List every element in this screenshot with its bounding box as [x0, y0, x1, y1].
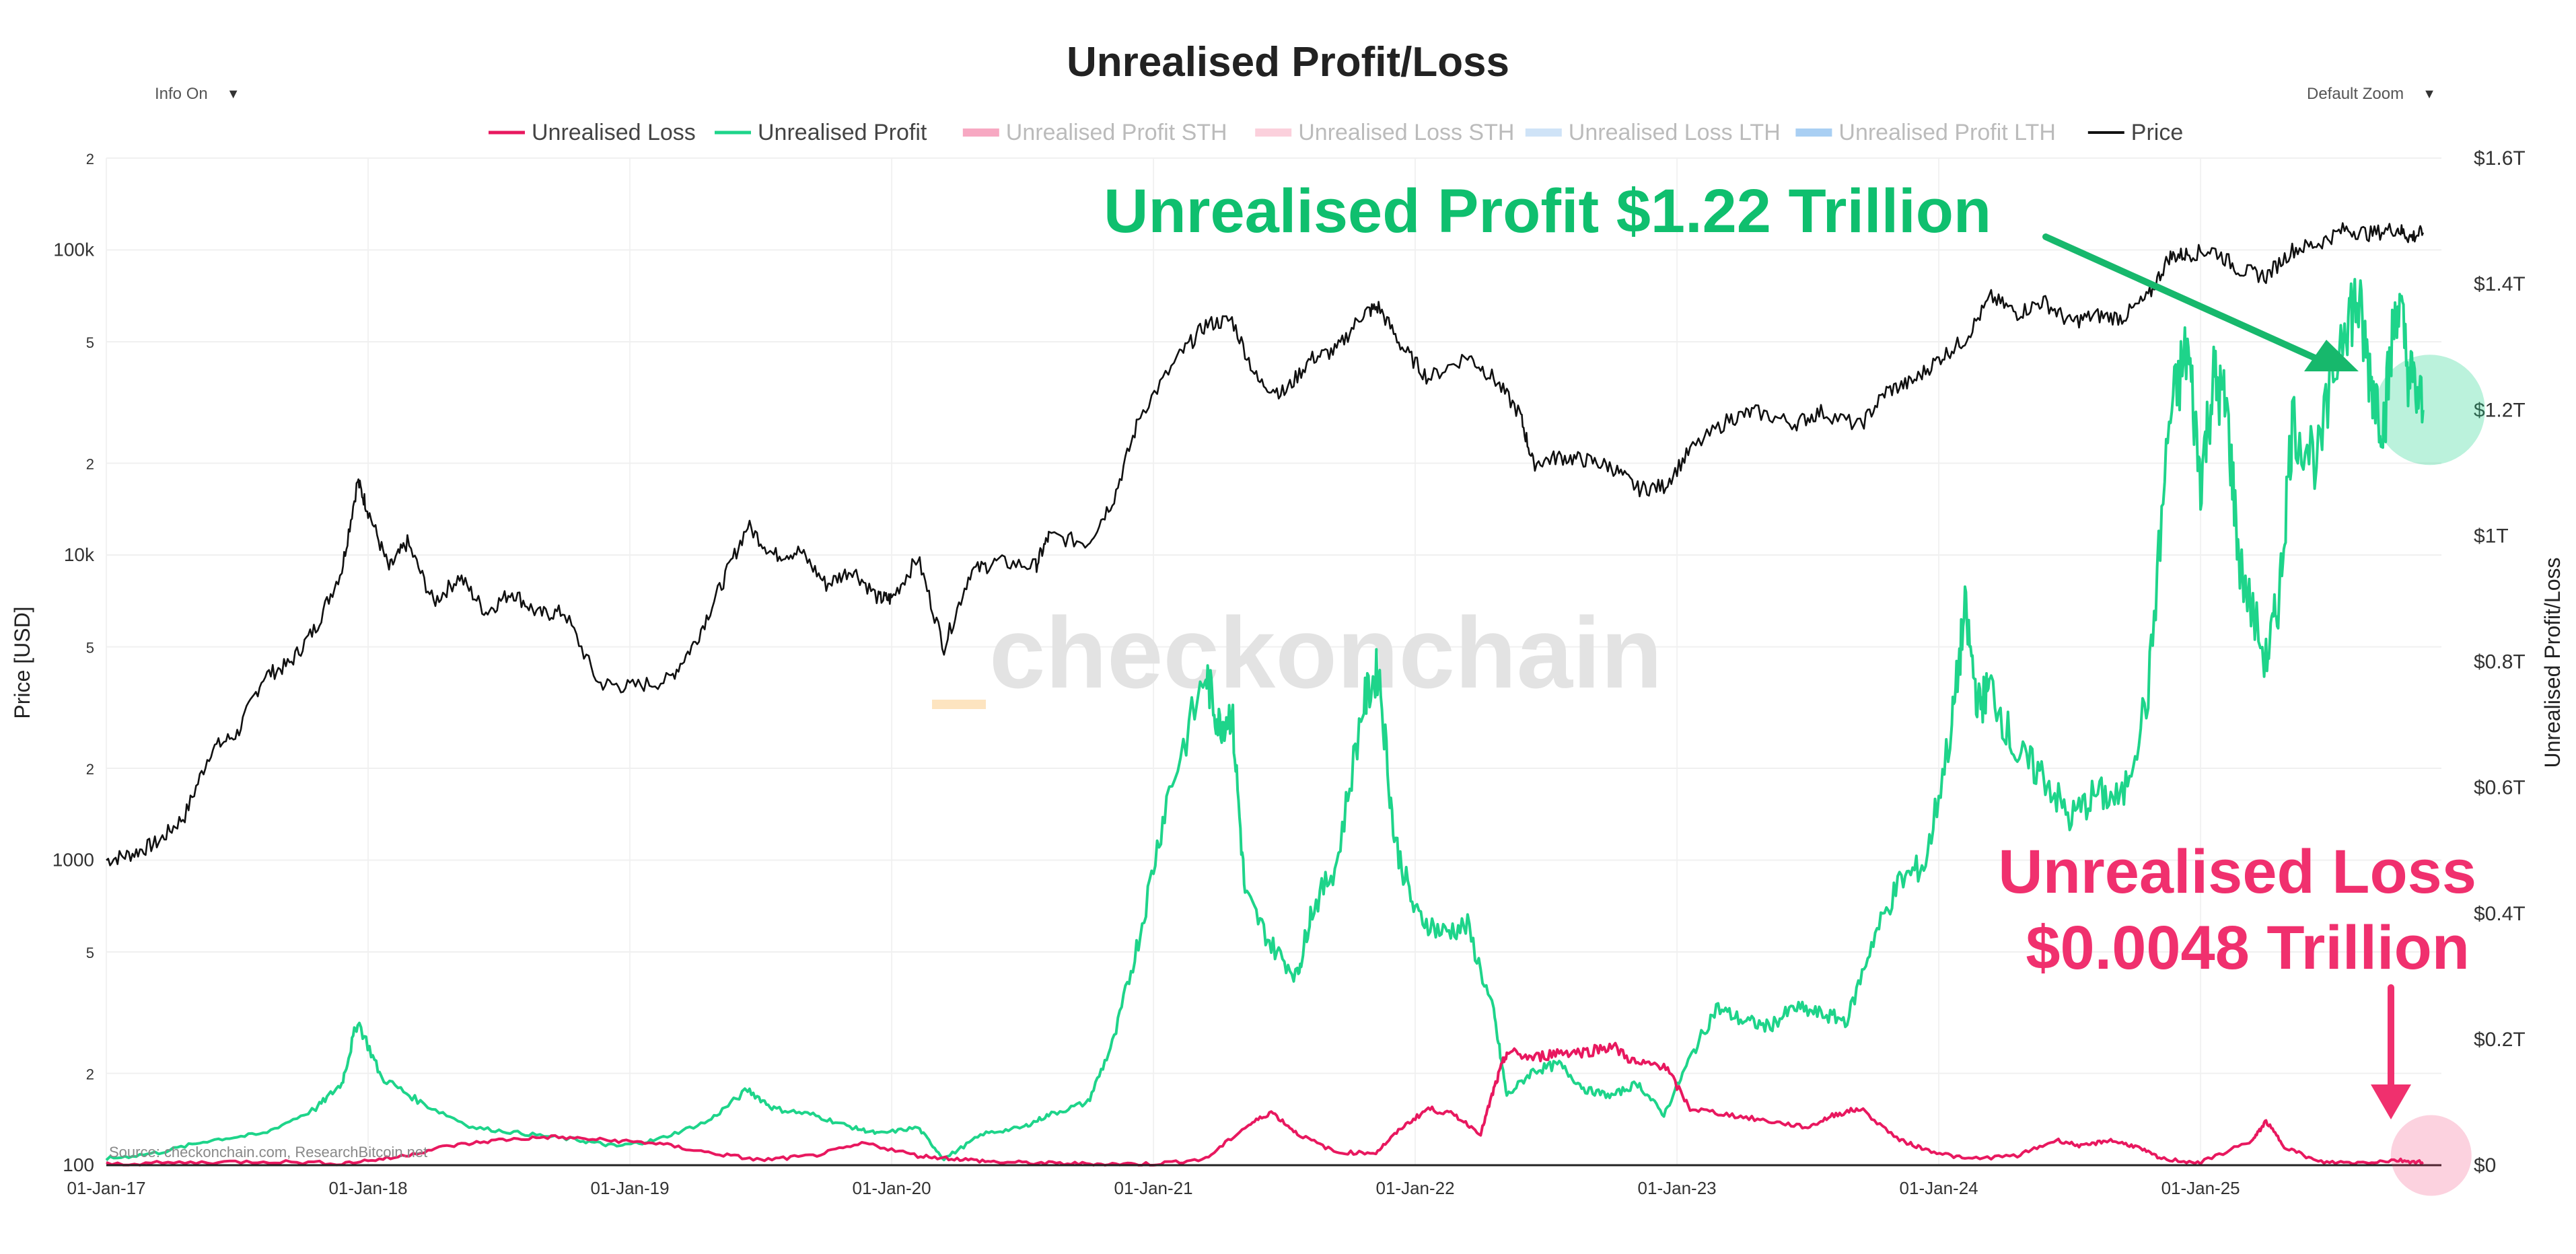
y-left-axis-title: Price [USD] — [10, 606, 34, 718]
x-tick-label: 01-Jan-21 — [1114, 1178, 1193, 1198]
legend-item-label[interactable]: Unrealised Loss LTH — [1569, 120, 1781, 145]
chevron-down-icon: ▼ — [2423, 86, 2436, 102]
y-left-tick-label: 5 — [86, 945, 94, 961]
y-right-tick-label: $1.2T — [2474, 399, 2526, 421]
x-tick-label: 01-Jan-17 — [67, 1178, 145, 1198]
y-right-tick-label: $0.6T — [2474, 777, 2526, 799]
loss-annotation-line1: Unrealised Loss — [1998, 838, 2476, 906]
zoom-label: Default Zoom — [2307, 85, 2404, 103]
y-left-tick-label: 2 — [86, 455, 94, 472]
info-toggle-dropdown[interactable]: Info On ▼ — [145, 79, 250, 109]
x-tick-label: 01-Jan-22 — [1376, 1178, 1455, 1198]
x-tick-label: 01-Jan-19 — [590, 1178, 669, 1198]
x-tick-label: 01-Jan-23 — [1638, 1178, 1717, 1198]
legend-item-label[interactable]: Unrealised Loss STH — [1298, 120, 1514, 145]
zoom-dropdown[interactable]: Default Zoom ▼ — [2297, 79, 2445, 109]
x-tick-label: 01-Jan-18 — [328, 1178, 407, 1198]
y-left-tick-label: 10k — [64, 544, 95, 565]
profit-arrow-line — [2042, 233, 2318, 361]
profit-arrow-head — [2304, 340, 2359, 371]
y-left-tick-label: 100k — [53, 239, 95, 260]
profit-annotation: Unrealised Profit $1.22 Trillion — [1104, 177, 1991, 246]
y-right-tick-label: $0.4T — [2474, 903, 2526, 925]
legend-item-label[interactable]: Unrealised Profit LTH — [1838, 120, 2056, 145]
y-right-axis-title: Unrealised Profit/Loss — [2540, 557, 2565, 768]
legend-item-label[interactable]: Unrealised Profit — [758, 120, 927, 145]
y-right-tick-label: $1.4T — [2474, 273, 2526, 295]
x-tick-label: 01-Jan-24 — [1900, 1178, 1978, 1198]
y-left-tick-label: 2 — [86, 151, 94, 168]
y-right-tick-label: $0.2T — [2474, 1029, 2526, 1051]
chevron-down-icon: ▼ — [226, 86, 240, 102]
loss-highlight-circle — [2390, 1115, 2472, 1196]
source-note: Source: checkonchain.com, ResearchBitcoi… — [109, 1144, 427, 1160]
watermark: checkonchain — [989, 596, 1662, 709]
legend-item-label[interactable]: Unrealised Loss — [532, 120, 696, 145]
x-tick-label: 01-Jan-20 — [853, 1178, 931, 1198]
y-left-tick-label: 2 — [86, 761, 94, 778]
legend-item-label[interactable]: Price — [2131, 120, 2183, 145]
y-right-tick-label: $0 — [2474, 1154, 2496, 1177]
y-left-tick-label: 5 — [86, 334, 94, 351]
watermark-accent — [932, 700, 986, 709]
legend-item-label[interactable]: Unrealised Profit STH — [1006, 120, 1227, 145]
series-unrealised-loss — [106, 1041, 2424, 1167]
info-toggle-label: Info On — [155, 85, 208, 103]
y-left-tick-label: 2 — [86, 1066, 94, 1082]
y-right-tick-label: $1.6T — [2474, 147, 2526, 170]
loss-arrow-head — [2371, 1084, 2411, 1119]
y-left-tick-label: 5 — [86, 640, 94, 657]
loss-annotation-line2: $0.0048 Trillion — [2026, 914, 2470, 982]
y-right-tick-label: $0.8T — [2474, 651, 2526, 673]
y-left-tick-label: 100 — [63, 1154, 94, 1175]
x-tick-label: 01-Jan-25 — [2161, 1178, 2240, 1198]
y-right-tick-label: $1T — [2474, 525, 2509, 547]
chart-title: Unrealised Profit/Loss — [1067, 39, 1509, 85]
y-left-tick-label: 1000 — [52, 850, 94, 871]
profit-highlight-circle — [2374, 355, 2485, 466]
series-unrealised-profit — [105, 278, 2425, 1162]
series-price — [106, 222, 2425, 866]
